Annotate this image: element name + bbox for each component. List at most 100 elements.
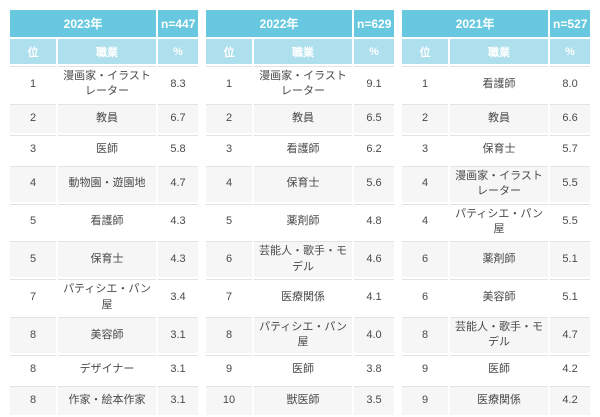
table-row: 1 漫画家・イラストレーター 8.3 1 漫画家・イラストレーター 9.1 1 看護師 8.0 <box>10 66 591 102</box>
rank-cell: 4 <box>402 203 449 240</box>
column-gutter <box>200 104 204 133</box>
pct-cell: 3.1 <box>158 316 199 353</box>
table-row: 2 教員 6.7 2 教員 6.5 2 教員 6.6 <box>10 103 591 133</box>
pct-cell: 4.7 <box>158 165 199 202</box>
job-cell: 看護師 <box>254 134 353 164</box>
job-cell: 保育士 <box>254 165 353 202</box>
column-gutter <box>200 386 204 415</box>
pct-column-header: % <box>550 39 591 64</box>
pct-cell: 9.1 <box>354 66 395 102</box>
job-cell: 医療関係 <box>254 279 353 315</box>
column-gutter <box>200 10 204 37</box>
rank-cell: 8 <box>10 385 56 415</box>
pct-cell: 5.1 <box>550 279 591 315</box>
rank-cell: 8 <box>402 316 449 353</box>
rank-cell: 6 <box>206 241 253 278</box>
sample-size-2023: n=447 <box>158 10 199 37</box>
rank-cell: 9 <box>402 354 449 384</box>
job-cell: 医師 <box>254 354 353 384</box>
table-row: 8 デザイナー 3.1 9 医師 3.8 9 医師 4.2 <box>10 354 591 384</box>
table-row: 7 パティシエ・パン屋 3.4 7 医療関係 4.1 6 美容師 5.1 <box>10 279 591 315</box>
rank-cell: 8 <box>10 354 56 384</box>
rank-column-header: 位 <box>402 39 449 64</box>
column-gutter <box>396 166 400 202</box>
rank-cell: 6 <box>402 279 449 315</box>
job-cell: 看護師 <box>450 66 549 102</box>
column-header-row: 位 職業 % 位 職業 % 位 職業 % <box>10 39 591 64</box>
column-gutter <box>200 279 204 315</box>
job-cell: 教員 <box>450 103 549 133</box>
column-gutter <box>396 39 400 64</box>
column-gutter <box>200 241 204 277</box>
sample-size-2021: n=527 <box>550 10 591 37</box>
rank-cell: 1 <box>206 66 253 102</box>
rank-cell: 3 <box>402 134 449 164</box>
rank-cell: 2 <box>10 103 56 133</box>
rank-cell: 7 <box>206 279 253 315</box>
job-cell: 漫画家・イラストレーター <box>254 66 353 102</box>
job-cell: 漫画家・イラストレーター <box>450 165 549 202</box>
job-cell: 保育士 <box>58 241 157 278</box>
job-column-header: 職業 <box>450 39 549 64</box>
pct-cell: 3.4 <box>158 279 199 315</box>
job-cell: 医師 <box>58 134 157 164</box>
job-cell: パティシエ・パン屋 <box>450 203 549 240</box>
rank-cell: 9 <box>402 385 449 415</box>
rank-cell: 5 <box>206 203 253 240</box>
job-column-header: 職業 <box>254 39 353 64</box>
table-row: 3 医師 5.8 3 看護師 6.2 3 保育士 5.7 <box>10 134 591 164</box>
job-cell: 美容師 <box>450 279 549 315</box>
pct-cell: 5.6 <box>354 165 395 202</box>
pct-cell: 4.2 <box>550 354 591 384</box>
column-gutter <box>396 355 400 384</box>
column-gutter <box>200 66 204 102</box>
pct-cell: 4.3 <box>158 203 199 240</box>
rank-cell: 5 <box>10 203 56 240</box>
rank-cell: 8 <box>206 316 253 353</box>
rank-cell: 3 <box>10 134 56 164</box>
job-cell: 動物園・遊園地 <box>58 165 157 202</box>
rank-cell: 1 <box>10 66 56 102</box>
table-row: 5 看護師 4.3 5 薬剤師 4.8 4 パティシエ・パン屋 5.5 <box>10 203 591 240</box>
rank-cell: 4 <box>402 165 449 202</box>
table-row: 5 保育士 4.3 6 芸能人・歌手・モデル 4.6 6 薬剤師 5.1 <box>10 241 591 278</box>
pct-cell: 3.5 <box>354 385 395 415</box>
table-body: 1 漫画家・イラストレーター 8.3 1 漫画家・イラストレーター 9.1 1 看護師 8.0 2… <box>10 66 591 415</box>
pct-column-header: % <box>354 39 395 64</box>
column-gutter <box>200 166 204 202</box>
job-cell: 薬剤師 <box>450 241 549 278</box>
job-cell: 保育士 <box>450 134 549 164</box>
job-column-header: 職業 <box>58 39 157 64</box>
pct-cell: 4.6 <box>354 241 395 278</box>
pct-cell: 4.7 <box>550 316 591 353</box>
year-header-row: 2023年 n=447 2022年 n=629 2021年 n=527 <box>10 10 591 37</box>
rank-cell: 2 <box>402 103 449 133</box>
pct-cell: 3.1 <box>158 385 199 415</box>
pct-cell: 5.5 <box>550 165 591 202</box>
job-cell: 薬剤師 <box>254 203 353 240</box>
job-cell: 教員 <box>254 103 353 133</box>
rank-cell: 2 <box>206 103 253 133</box>
column-gutter <box>396 279 400 315</box>
job-cell: 芸能人・歌手・モデル <box>450 316 549 353</box>
job-cell: 医療関係 <box>450 385 549 415</box>
rank-cell: 8 <box>10 316 56 353</box>
table-row: 8 美容師 3.1 8 パティシエ・パン屋 4.0 8 芸能人・歌手・モデル 4.7 <box>10 316 591 353</box>
pct-cell: 4.2 <box>550 385 591 415</box>
pct-cell: 3.8 <box>354 354 395 384</box>
rank-cell: 10 <box>206 385 253 415</box>
rank-cell: 7 <box>10 279 56 315</box>
job-cell: 美容師 <box>58 316 157 353</box>
pct-cell: 4.3 <box>158 241 199 278</box>
job-cell: 作家・絵本作家 <box>58 385 157 415</box>
pct-column-header: % <box>158 39 199 64</box>
job-cell: 教員 <box>58 103 157 133</box>
pct-cell: 5.7 <box>550 134 591 164</box>
job-cell: 看護師 <box>58 203 157 240</box>
column-gutter <box>396 135 400 164</box>
rank-cell: 6 <box>402 241 449 278</box>
pct-cell: 8.3 <box>158 66 199 102</box>
column-gutter <box>200 39 204 64</box>
year-header-2021: 2021年 <box>402 10 549 37</box>
rank-cell: 9 <box>206 354 253 384</box>
